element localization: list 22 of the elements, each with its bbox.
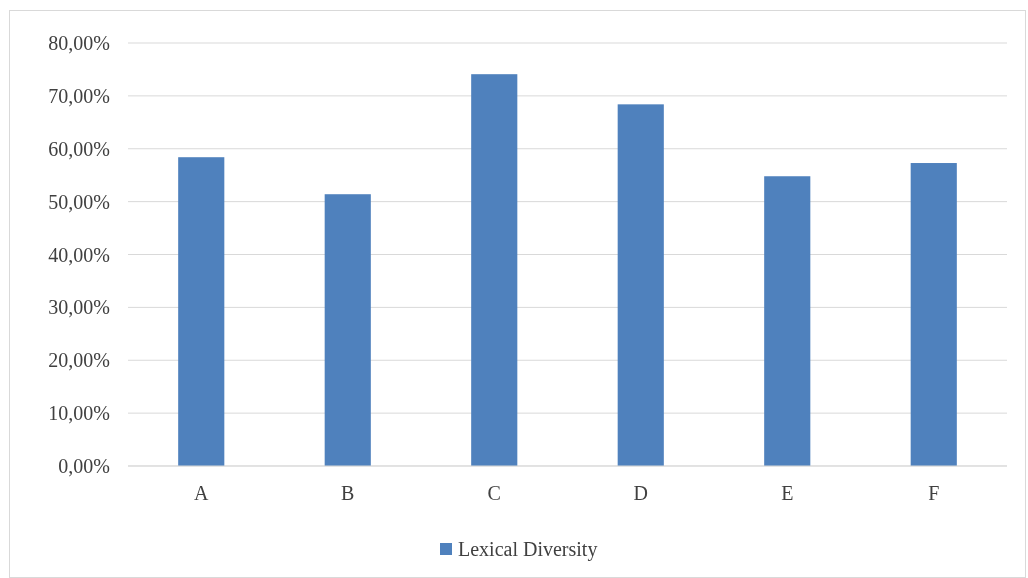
y-tick-label: 20,00%: [48, 349, 110, 372]
x-tick-label: E: [781, 482, 794, 504]
y-tick-label: 70,00%: [48, 84, 110, 107]
legend-label: Lexical Diversity: [458, 538, 598, 561]
y-tick-label: 40,00%: [48, 243, 110, 266]
x-tick-label: F: [928, 482, 940, 504]
x-tick-label: B: [341, 482, 355, 504]
x-tick-label: C: [487, 482, 501, 504]
bar: [617, 104, 664, 466]
x-tick-label: A: [194, 482, 210, 504]
y-tick-label: 80,00%: [48, 32, 110, 54]
bar: [910, 163, 957, 466]
y-tick-label: 10,00%: [48, 402, 110, 425]
bar: [324, 194, 371, 466]
bar: [471, 74, 518, 466]
bar: [178, 157, 225, 466]
x-tick-label: D: [633, 482, 648, 504]
y-tick-label: 50,00%: [48, 190, 110, 213]
y-tick-label: 0,00%: [58, 455, 110, 477]
y-tick-label: 60,00%: [48, 137, 110, 160]
y-tick-label: 30,00%: [48, 296, 110, 319]
bar: [764, 176, 811, 466]
